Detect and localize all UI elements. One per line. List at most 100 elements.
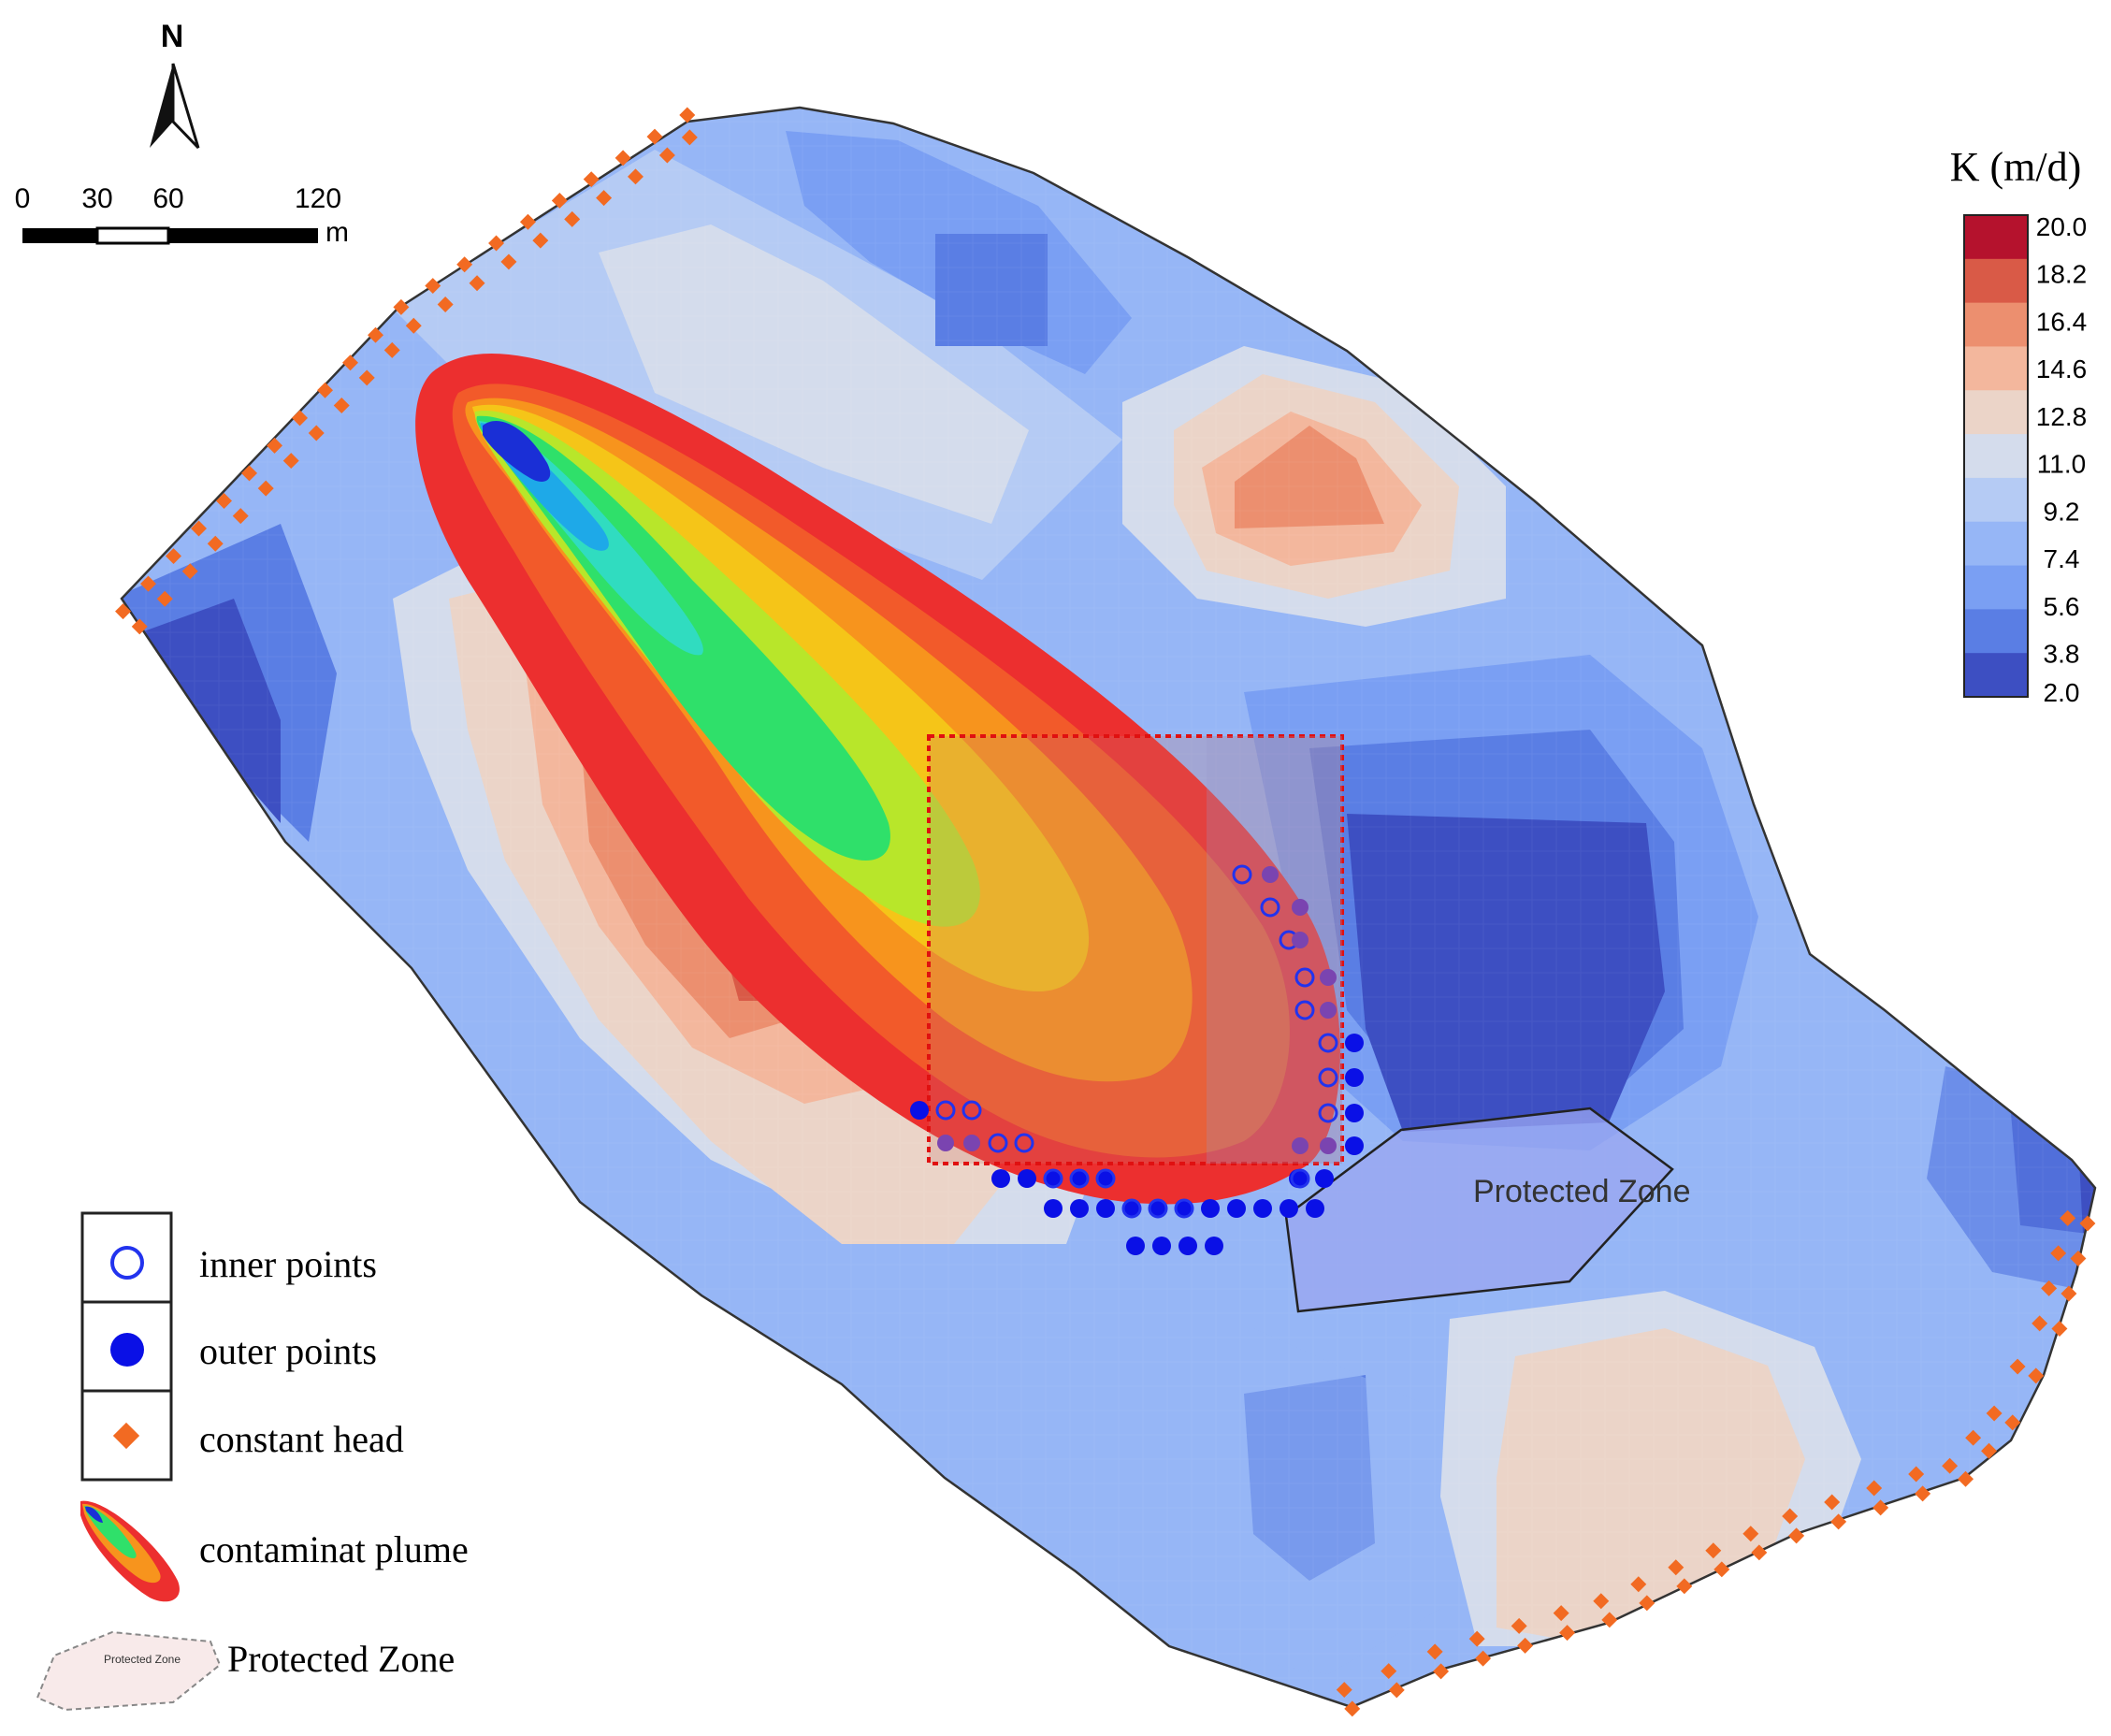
constant-head-marker [405,317,422,334]
inner-point-overlapped [1320,1002,1337,1019]
constant-head-marker [1511,1617,1527,1634]
outer-point [1345,1034,1364,1052]
constant-head-marker [646,128,663,145]
inner-point [1318,1103,1338,1123]
colorbar-tick-label: 5.6 [2044,592,2080,621]
constant-head-marker [191,520,208,537]
constant-head-marker [1942,1457,1959,1474]
constant-head-marker [1958,1470,1974,1487]
monitoring-window-shade [1207,736,1342,1164]
inner-point [1232,864,1252,885]
constant-head-marker [1426,1643,1443,1660]
outer-point [1345,1068,1364,1087]
constant-head-marker [551,192,568,209]
constant-head-marker [681,129,698,146]
constant-head-marker [1639,1595,1656,1612]
outer-point [1345,1104,1364,1122]
colorbar-labels: 20.0 18.2 16.4 14.6 12.8 11.0 9.2 7.4 5.6 3.8 2.0 [2036,212,2088,707]
constant-head-marker [679,107,696,123]
outer-point [1070,1169,1089,1188]
constant-head-marker [383,341,400,358]
north-arrow-label: N [161,19,184,54]
legend-label-inner-points: inner points [199,1243,377,1285]
constant-head-marker [1381,1663,1397,1680]
legend-label-protected-zone: Protected Zone [227,1638,455,1680]
colorbar-swatch [1964,390,2028,435]
scale-tick-120: 120 [295,183,341,214]
constant-head-markers [115,107,2096,1717]
constant-head-marker [358,369,375,386]
constant-head-marker [1553,1605,1569,1622]
inner-point-overlapped [1292,932,1309,948]
inner-point [1121,1198,1142,1219]
constant-head-marker [1517,1637,1534,1654]
outer-point [1345,1136,1364,1155]
contaminant-plume [415,353,1340,1205]
colorbar-swatches [1963,214,2029,698]
colorbar-tick-label: 9.2 [2044,497,2080,526]
inner-point [1095,1168,1116,1189]
colorbar-tick-label: 20.0 [2036,212,2088,241]
constant-head-marker [469,275,485,292]
outer-point [1178,1237,1197,1255]
colorbar-swatch [1964,653,2028,698]
scale-tick-60: 60 [152,183,183,214]
constant-head-marker [241,465,258,482]
constant-head-marker [596,190,613,207]
legend-plume-center [85,1506,103,1523]
outer-point [1227,1199,1246,1218]
constant-head-marker [1559,1625,1576,1642]
constant-head-marker [2041,1280,2058,1296]
constant-head-marker [131,618,148,635]
legend-label-outer-points: outer points [199,1330,377,1372]
inner-point [935,1100,956,1121]
colorbar-swatch [1964,609,2028,654]
inner-point [1290,1168,1310,1189]
constant-head-marker [1986,1405,2003,1422]
colorbar-swatch [1964,434,2028,479]
outer-point [1126,1237,1145,1255]
constant-head-marker [564,210,581,227]
constant-head-marker [2028,1367,2045,1384]
constant-head-marker [342,354,359,371]
colorbar-tick-label: 7.4 [2044,544,2080,573]
constant-head-marker [1593,1593,1610,1610]
inner-point [988,1133,1008,1153]
colorbar-swatch [1964,215,2028,260]
constant-head-marker [2009,1358,2026,1375]
constant-head-marker [1824,1494,1841,1511]
colorbar-tick-label: 16.4 [2036,307,2088,336]
inner-point [1260,897,1280,918]
protected-zone-polygon[interactable] [1284,1107,1674,1313]
constant-head-marker [1475,1650,1492,1667]
scale-segment-3 [168,228,318,243]
scale-segment-1 [22,228,97,243]
inner-point [1069,1168,1090,1189]
constant-head-marker [207,535,224,552]
legend-plume-swatch [80,1500,180,1602]
inner-point-overlapped [1262,866,1279,883]
constant-head-marker [393,298,410,315]
legend-constant-head-marker [112,1422,140,1450]
inner-point [1318,1033,1338,1053]
colorbar-frame [1963,214,2029,698]
constant-head-marker [1782,1508,1799,1525]
north-arrow: N [150,19,200,150]
constant-head-marker [257,480,274,497]
colorbar-tick-label: 11.0 [2037,450,2086,479]
constant-head-marker [437,296,454,312]
k-colorbar: K (m/d) 20.0 18.2 16.4 14.6 12.8 11.0 9.2 7.4 5.… [1950,144,2088,707]
inner-point [962,1100,982,1121]
scale-tick-30: 30 [81,183,112,214]
constant-head-marker [2031,1315,2048,1332]
outer-point [1122,1199,1141,1218]
constant-head-marker [456,256,473,273]
constant-head-marker [1915,1485,1931,1502]
constant-head-marker [500,253,517,270]
constant-head-marker [425,278,441,295]
inner-point [1148,1198,1168,1219]
inner-point [1318,1067,1338,1088]
colorbar-swatch [1964,565,2028,610]
constant-head-marker [1981,1442,1998,1459]
